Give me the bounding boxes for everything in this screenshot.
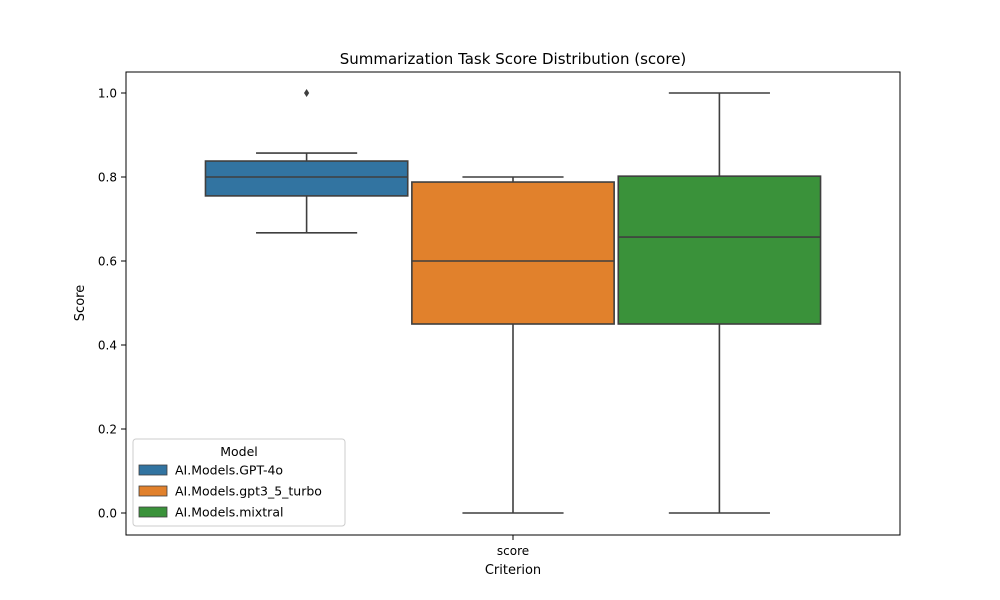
box-ai-models-mixtral [617, 92, 822, 514]
legend-swatch [138, 506, 168, 518]
y-axis: 0.0 0.2 0.4 0.6 0.8 1.0 [98, 87, 126, 521]
legend-item: AI.Models.gpt3_5_turbo [138, 484, 322, 499]
iqr-box [617, 175, 822, 325]
legend-swatch [138, 464, 168, 476]
legend-frame [132, 438, 346, 527]
legend-title: Model [220, 444, 258, 459]
outlier-point [304, 89, 310, 97]
y-tick-label: 0.4 [98, 339, 117, 353]
chart-title: Summarization Task Score Distribution (s… [340, 50, 687, 68]
legend-label: AI.Models.GPT-4o [175, 463, 283, 478]
y-axis-label: Score [73, 285, 88, 321]
legend-label: AI.Models.mixtral [175, 505, 283, 520]
box-ai-models-gpt-4o [204, 89, 409, 234]
y-tick-label: 0.6 [98, 255, 117, 269]
x-axis-label: Criterion [485, 563, 541, 578]
x-tick-label: score [497, 544, 529, 558]
legend-item: AI.Models.GPT-4o [138, 463, 283, 478]
legend-swatch [138, 485, 168, 497]
y-tick-label: 1.0 [98, 87, 117, 101]
x-axis: score [497, 535, 529, 558]
y-tick-label: 0.0 [98, 507, 117, 521]
boxes-layer [204, 89, 822, 514]
legend-label: AI.Models.gpt3_5_turbo [175, 484, 322, 499]
box-ai-models-gpt3-5-turbo [411, 176, 615, 514]
y-tick-label: 0.8 [98, 171, 117, 185]
legend-item: AI.Models.mixtral [138, 505, 283, 520]
legend: Model AI.Models.GPT-4o AI.Models.gpt3_5_tu… [132, 438, 346, 527]
iqr-box [204, 160, 409, 197]
iqr-box [411, 181, 615, 325]
y-tick-label: 0.2 [98, 423, 117, 437]
